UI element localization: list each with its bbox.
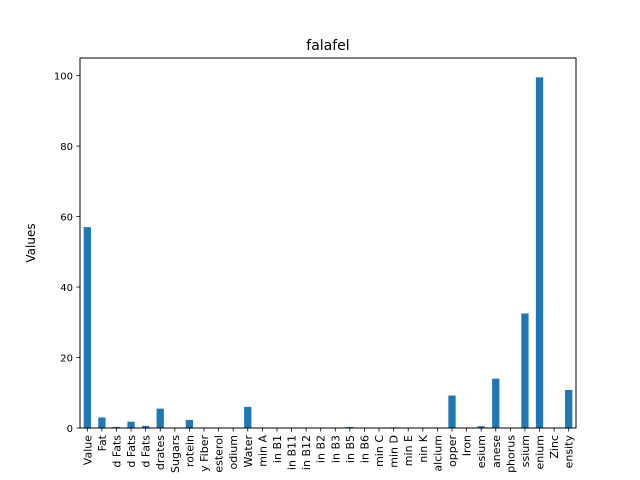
bar xyxy=(185,419,194,428)
x-tick-label: in B6 xyxy=(358,435,371,463)
x-tick-label: Value xyxy=(81,435,94,465)
x-tick-label: anese xyxy=(490,435,503,468)
bar xyxy=(83,227,91,428)
x-tick-label: Fat xyxy=(96,434,109,451)
x-tick-label: enium xyxy=(534,435,547,469)
x-tick-label: Zinc xyxy=(548,435,561,459)
y-tick-label: 100 xyxy=(54,72,73,83)
chart-title: falafel xyxy=(306,38,349,54)
x-tick-label: esterol xyxy=(213,435,226,473)
x-tick-label: Water xyxy=(242,435,255,468)
bar xyxy=(127,421,135,428)
x-tick-label: in B11 xyxy=(286,435,299,470)
x-tick-label: phorus xyxy=(504,435,517,473)
x-tick-label: Sugars xyxy=(169,435,182,473)
x-tick-label: d Fats xyxy=(125,435,138,468)
x-axis: Value Fat d Fats d Fats d Fats drates Sugars ro… xyxy=(81,428,576,473)
x-tick-label: in B1 xyxy=(271,435,284,463)
y-axis: 0 20 40 60 80 100 xyxy=(54,72,80,435)
bar xyxy=(521,313,529,428)
y-tick-label: 40 xyxy=(60,283,73,294)
x-tick-label: in B12 xyxy=(300,435,313,470)
bar xyxy=(448,395,456,428)
x-tick-label: min E xyxy=(402,435,415,466)
x-tick-label: Iron xyxy=(461,435,474,456)
x-tick-label: rotein xyxy=(183,435,196,467)
x-tick-label: y Fiber xyxy=(198,435,211,472)
x-tick-label: alcium xyxy=(431,435,444,472)
bar xyxy=(565,389,573,428)
x-tick-label: d Fats xyxy=(110,435,123,468)
plot-area-frame xyxy=(79,57,577,429)
bar xyxy=(492,378,500,428)
bars-layer xyxy=(83,77,573,428)
bar xyxy=(244,406,252,428)
x-tick-label: nin K xyxy=(417,434,430,462)
x-tick-label: min D xyxy=(388,435,401,468)
y-tick-label: 0 xyxy=(67,424,73,435)
x-tick-label: ensity xyxy=(563,435,576,469)
bar xyxy=(98,417,106,428)
x-tick-label: in B5 xyxy=(344,435,357,463)
x-tick-label: esium xyxy=(475,435,488,468)
bar xyxy=(156,408,164,428)
bar xyxy=(142,425,150,428)
y-tick-label: 80 xyxy=(60,142,73,153)
bar xyxy=(112,426,121,428)
y-tick-label: 60 xyxy=(60,213,73,224)
x-tick-label: ssium xyxy=(519,435,532,467)
x-tick-label: d Fats xyxy=(140,435,153,468)
x-tick-label: drates xyxy=(154,435,167,470)
bar xyxy=(477,426,485,428)
x-tick-label: opper xyxy=(446,435,459,467)
x-tick-label: odium xyxy=(227,435,240,469)
bar xyxy=(535,77,544,428)
x-tick-label: in B3 xyxy=(329,435,342,463)
y-tick-label: 20 xyxy=(60,354,73,365)
y-axis-title: Values xyxy=(24,223,38,262)
x-tick-label: min A xyxy=(256,435,269,467)
x-tick-label: min C xyxy=(373,435,386,467)
x-tick-label: in B2 xyxy=(315,435,328,463)
bar xyxy=(346,426,354,428)
